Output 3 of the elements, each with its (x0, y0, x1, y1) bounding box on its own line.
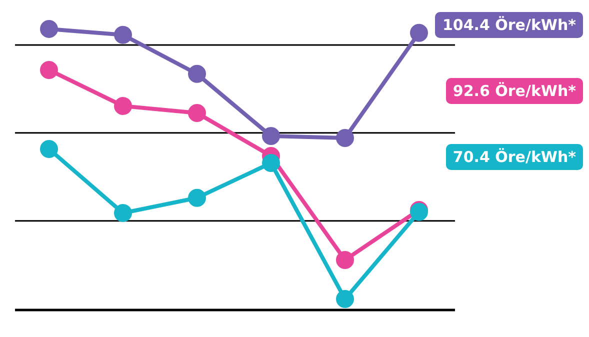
series-label: 104.4 Öre/kWh* (435, 12, 583, 38)
text: 92.6 Öre/kWh* (446, 78, 583, 104)
text: 70.4 Öre/kWh* (446, 144, 583, 170)
